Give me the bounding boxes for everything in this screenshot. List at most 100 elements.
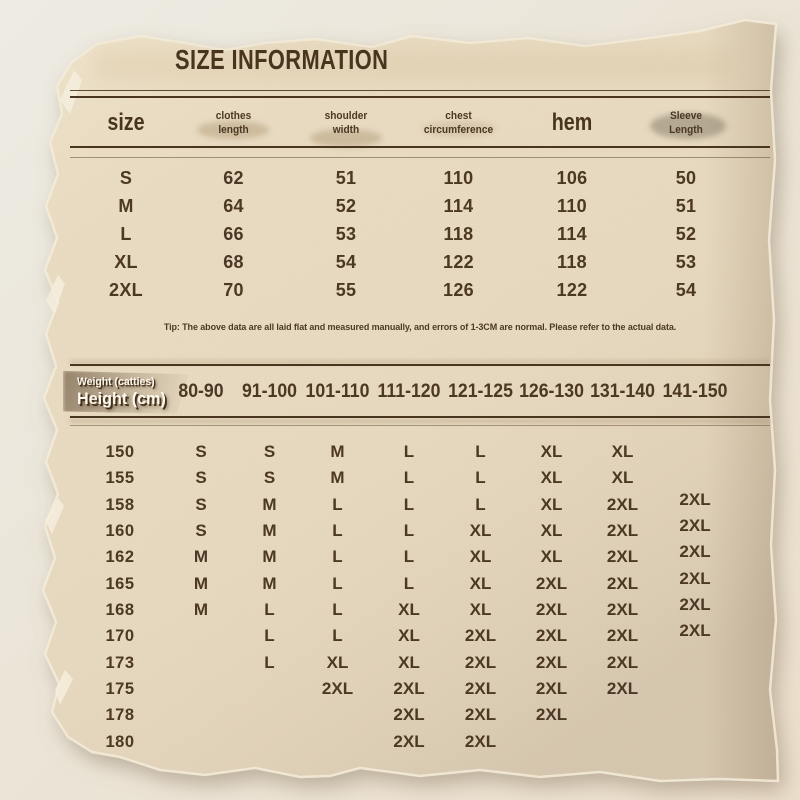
header-cell-hem: hem: [551, 109, 593, 136]
value-cell: 51: [675, 196, 697, 216]
fit-cell: L: [403, 520, 415, 540]
fit-cell: XL: [469, 547, 492, 567]
fit-cell: M: [262, 494, 277, 514]
fit-cell: 2XL: [606, 678, 639, 698]
fit-cell: L: [403, 468, 415, 488]
fit-cell: 2XL: [606, 652, 639, 672]
fit-cell: XL: [469, 520, 492, 540]
weight-range-header: 131-140: [590, 381, 655, 402]
fit-cell: XL: [326, 652, 349, 672]
fit-table-body: 150 S S M L L XL XL 155 S S M L L XL XL: [75, 439, 765, 755]
fit-cell: [516, 729, 587, 755]
table-row: 162 M M L L XL XL 2XL 2XL: [75, 542, 765, 570]
fit-cell: M: [193, 573, 209, 593]
height-cell: 180: [105, 732, 135, 751]
value-cell: 110: [557, 196, 587, 216]
fit-cell: [165, 729, 237, 755]
fit-cell: [302, 729, 373, 755]
table-row: 173 L XL XL 2XL 2XL 2XL: [75, 650, 765, 676]
fit-cell: XL: [611, 468, 634, 488]
header-cell-sleeve-length: Sleeve Length: [669, 109, 703, 136]
fit-cell: 2XL: [464, 731, 497, 751]
table-row: 175 2XL 2XL 2XL 2XL 2XL: [75, 676, 765, 702]
fit-cell: 2XL: [393, 731, 425, 751]
value-cell: 114: [443, 196, 474, 216]
paper-crease: [310, 129, 382, 147]
value-cell: 126: [443, 280, 474, 300]
title-shadow-band: [95, 50, 735, 80]
fit-cell: XL: [540, 468, 563, 488]
fit-cell: 2XL: [606, 573, 639, 593]
fit-cell: 2XL: [535, 705, 568, 725]
corner-label: Weight (catties) Height (cm): [75, 375, 166, 408]
fit-cell: [237, 729, 302, 755]
fit-cell: XL: [398, 599, 420, 619]
fit-cell: L: [264, 652, 275, 672]
paper-crease: [650, 113, 726, 139]
table-row: M 64 52 114 110 51: [75, 192, 765, 220]
fit-cell: [658, 434, 732, 460]
corner-label-weight: Weight (catties): [77, 375, 155, 388]
fit-cell: XL: [398, 652, 420, 672]
height-cell: 150: [105, 443, 135, 461]
fit-cell: S: [195, 494, 207, 514]
fit-cell: [658, 697, 732, 723]
fit-cell: S: [263, 442, 276, 461]
header-bottom-rule-thin: [70, 157, 770, 158]
table-row: 150 S S M L L XL XL: [75, 439, 765, 465]
fit-cell: L: [475, 494, 486, 514]
fit-cell: 2XL: [535, 573, 568, 593]
fit-cell: [658, 671, 732, 697]
fit-cell: 2XL: [464, 705, 497, 725]
fit-cell: L: [475, 442, 486, 461]
value-cell: 122: [556, 280, 588, 300]
fit-cell: 2XL: [464, 626, 497, 646]
header-cell-shoulder-width: shoulder width: [324, 109, 368, 136]
fit-header-bottom-rule: [70, 416, 770, 418]
fit-cell: [165, 702, 237, 728]
fit-cell: 2XL: [535, 652, 568, 672]
table-row: 158 S M L L L XL 2XL 2XL: [75, 490, 765, 518]
fit-cell: L: [403, 494, 415, 514]
fit-cell: 2XL: [679, 489, 711, 509]
height-cell: 165: [105, 574, 135, 593]
fit-cell: 2XL: [606, 520, 639, 540]
table-row: 178 2XL 2XL 2XL: [75, 702, 765, 728]
table-row: 160 S M L L XL XL 2XL 2XL: [75, 516, 765, 544]
weight-range-header: 101-110: [305, 381, 370, 402]
value-cell: 64: [223, 196, 244, 216]
value-cell: 52: [675, 224, 697, 244]
fit-cell: M: [330, 468, 345, 488]
fit-cell: [165, 623, 237, 649]
height-cell: 173: [105, 653, 135, 672]
height-cell: 175: [105, 679, 135, 698]
fit-cell: 2XL: [535, 599, 568, 619]
fit-cell: XL: [469, 573, 492, 593]
fit-cell: M: [193, 547, 209, 567]
fit-cell: 2XL: [679, 568, 711, 588]
size-table-body: S 62 51 110 106 50 M 64 52 114 110 51 L …: [75, 164, 765, 304]
fit-header-bottom-rule-thin: [70, 425, 770, 426]
fit-cell: L: [264, 599, 275, 619]
fit-cell: [302, 702, 373, 728]
fit-cell: M: [262, 520, 277, 540]
value-cell: 50: [675, 168, 697, 188]
weight-range-header: 111-120: [377, 381, 441, 402]
fit-cell: 2XL: [606, 494, 639, 514]
fit-cell: 2XL: [606, 626, 639, 646]
fit-table-top-rule: [70, 364, 770, 366]
fit-cell: 2XL: [321, 678, 354, 698]
weight-range-header: 126-130: [519, 381, 584, 402]
paper-crease: [422, 121, 496, 137]
page-title: SIZE INFORMATION: [175, 44, 389, 75]
table-row: 165 M M L L XL 2XL 2XL 2XL: [75, 569, 765, 597]
fit-cell: L: [264, 626, 275, 646]
value-cell: 118: [443, 224, 474, 244]
value-cell: 62: [223, 168, 244, 188]
fit-cell: S: [195, 468, 207, 488]
fit-cell: 2XL: [679, 542, 711, 562]
height-cell: 162: [105, 548, 135, 567]
fit-cell: L: [403, 442, 415, 461]
fit-cell: [658, 724, 732, 750]
size-table-header: size clothes length shoulder width chest…: [75, 99, 765, 147]
